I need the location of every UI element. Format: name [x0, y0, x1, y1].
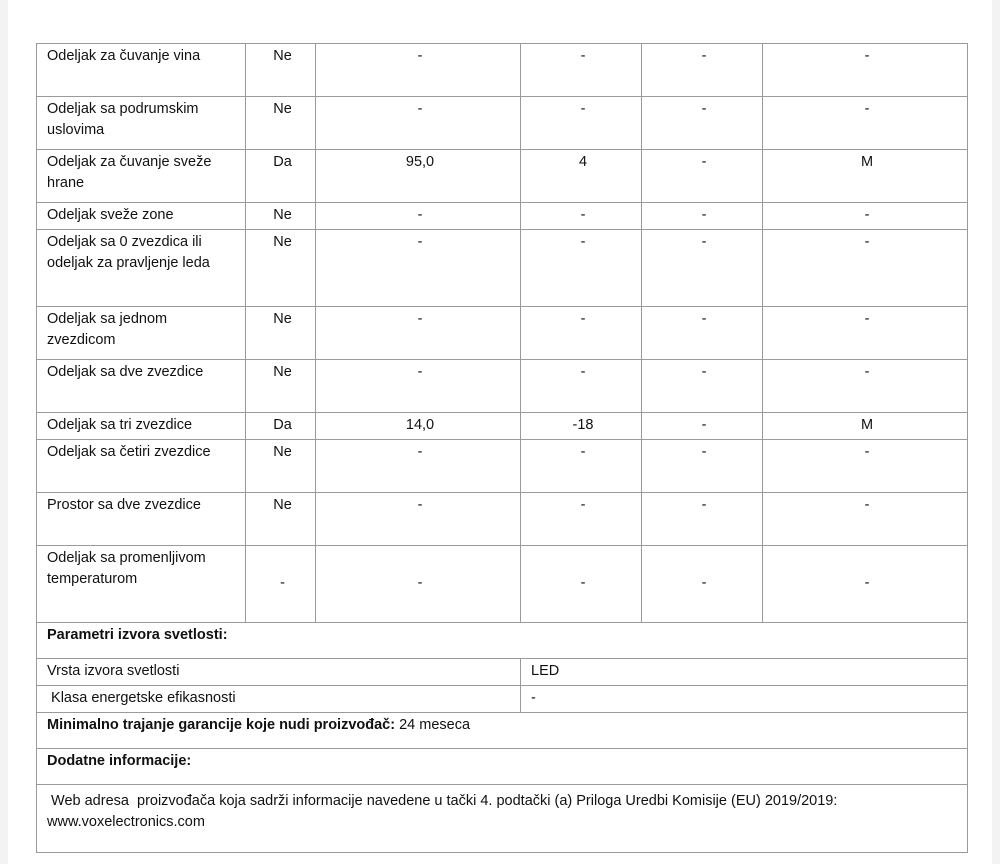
cell-present: Da	[245, 412, 316, 440]
compartment-row: Odeljak sa dve zvezdice Ne - - - -	[36, 359, 968, 413]
additional-text: Web adresa proizvođača koja sadrži infor…	[36, 784, 968, 853]
cell-volume: -	[315, 439, 521, 493]
cell-name: Prostor sa dve zvezdice	[36, 492, 246, 546]
cell-temp: 4	[520, 149, 642, 203]
cell-c4: -	[641, 492, 763, 546]
cell-c4: -	[641, 412, 763, 440]
light-class-value: -	[520, 685, 968, 713]
compartment-row: Prostor sa dve zvezdice Ne - - - -	[36, 492, 968, 546]
cell-volume: -	[315, 43, 521, 97]
cell-name: Odeljak sa dve zvezdice	[36, 359, 246, 413]
cell-c4: -	[641, 149, 763, 203]
cell-c5: -	[762, 43, 968, 97]
cell-present: Ne	[245, 96, 316, 150]
cell-volume: 95,0	[315, 149, 521, 203]
compartment-row: Odeljak sa podrumskim uslovima Ne - - - -	[36, 96, 968, 150]
cell-temp: -	[520, 492, 642, 546]
cell-volume: -	[315, 229, 521, 307]
cell-volume: -	[315, 492, 521, 546]
cell-name: Odeljak sa četiri zvezdice	[36, 439, 246, 493]
cell-name: Odeljak sa jednom zvezdicom	[36, 306, 246, 360]
cell-c4: -	[641, 359, 763, 413]
cell-temp: -18	[520, 412, 642, 440]
cell-c5: -	[762, 306, 968, 360]
compartment-row: Odeljak sa jednom zvezdicom Ne - - - -	[36, 306, 968, 360]
cell-present: Ne	[245, 306, 316, 360]
cell-name: Odeljak sa podrumskim uslovima	[36, 96, 246, 150]
cell-c5: -	[762, 492, 968, 546]
light-class-row: Klasa energetske efikasnosti -	[36, 685, 968, 713]
cell-c5: M	[762, 412, 968, 440]
warranty-row: Minimalno trajanje garancije koje nudi p…	[36, 712, 968, 749]
cell-c4: -	[641, 43, 763, 97]
light-type-row: Vrsta izvora svetlosti LED	[36, 658, 968, 686]
cell-name: Odeljak sa promenljivom temperaturom	[36, 545, 246, 623]
cell-c5: -	[762, 202, 968, 230]
cell-temp: -	[520, 43, 642, 97]
cell-c5: -	[762, 96, 968, 150]
compartment-row: Odeljak sa 0 zvezdica ili odeljak za pra…	[36, 229, 968, 307]
cell-volume: 14,0	[315, 412, 521, 440]
cell-present: Da	[245, 149, 316, 203]
cell-volume: -	[315, 359, 521, 413]
cell-c5: -	[762, 545, 968, 623]
compartment-table: Odeljak za čuvanje vina Ne - - - - Odeljak sa …	[36, 43, 968, 853]
light-class-label: Klasa energetske efikasnosti	[36, 685, 521, 713]
cell-volume: -	[315, 96, 521, 150]
cell-c4: -	[641, 306, 763, 360]
cell-c4: -	[641, 96, 763, 150]
cell-name: Odeljak sveže zone	[36, 202, 246, 230]
cell-name: Odeljak sa tri zvezdice	[36, 412, 246, 440]
light-type-value: LED	[520, 658, 968, 686]
warranty-value: 24 meseca	[395, 717, 471, 733]
compartment-row: Odeljak sa promenljivom temperaturom - - - -…	[36, 545, 968, 623]
additional-text-row: Web adresa proizvođača koja sadrži infor…	[36, 784, 968, 853]
cell-present: Ne	[245, 439, 316, 493]
cell-temp: -	[520, 229, 642, 307]
cell-present: Ne	[245, 229, 316, 307]
cell-c4: -	[641, 545, 763, 623]
cell-c4: -	[641, 202, 763, 230]
light-heading: Parametri izvora svetlosti:	[47, 627, 228, 643]
warranty-label: Minimalno trajanje garancije koje nudi p…	[47, 717, 396, 733]
compartment-row: Odeljak sveže zone Ne - - - -	[36, 202, 968, 230]
light-heading-row: Parametri izvora svetlosti:	[36, 622, 968, 659]
cell-c5: -	[762, 359, 968, 413]
document-page: Odeljak za čuvanje vina Ne - - - - Odeljak sa …	[8, 0, 992, 864]
cell-name: Odeljak sa 0 zvezdica ili odeljak za pra…	[36, 229, 246, 307]
compartment-row: Odeljak sa četiri zvezdice Ne - - - -	[36, 439, 968, 493]
additional-heading-row: Dodatne informacije:	[36, 748, 968, 785]
cell-c5: -	[762, 229, 968, 307]
cell-present: -	[245, 545, 316, 623]
cell-c5: -	[762, 439, 968, 493]
cell-temp: -	[520, 439, 642, 493]
cell-name: Odeljak za čuvanje vina	[36, 43, 246, 97]
compartment-row: Odeljak za čuvanje sveže hrane Da 95,0 4- M	[36, 149, 968, 203]
cell-temp: -	[520, 359, 642, 413]
cell-temp: -	[520, 306, 642, 360]
cell-c4: -	[641, 229, 763, 307]
cell-c5: M	[762, 149, 968, 203]
cell-temp: -	[520, 202, 642, 230]
light-type-label: Vrsta izvora svetlosti	[36, 658, 521, 686]
cell-volume: -	[315, 545, 521, 623]
cell-volume: -	[315, 202, 521, 230]
cell-c4: -	[641, 439, 763, 493]
compartment-row: Odeljak za čuvanje vina Ne - - - -	[36, 43, 968, 97]
cell-present: Ne	[245, 359, 316, 413]
cell-present: Ne	[245, 202, 316, 230]
cell-name: Odeljak za čuvanje sveže hrane	[36, 149, 246, 203]
cell-volume: -	[315, 306, 521, 360]
cell-temp: -	[520, 96, 642, 150]
cell-temp: -	[520, 545, 642, 623]
cell-present: Ne	[245, 43, 316, 97]
additional-heading: Dodatne informacije:	[47, 753, 192, 769]
compartment-row: Odeljak sa tri zvezdice Da 14,0 -18- M	[36, 412, 968, 440]
cell-present: Ne	[245, 492, 316, 546]
